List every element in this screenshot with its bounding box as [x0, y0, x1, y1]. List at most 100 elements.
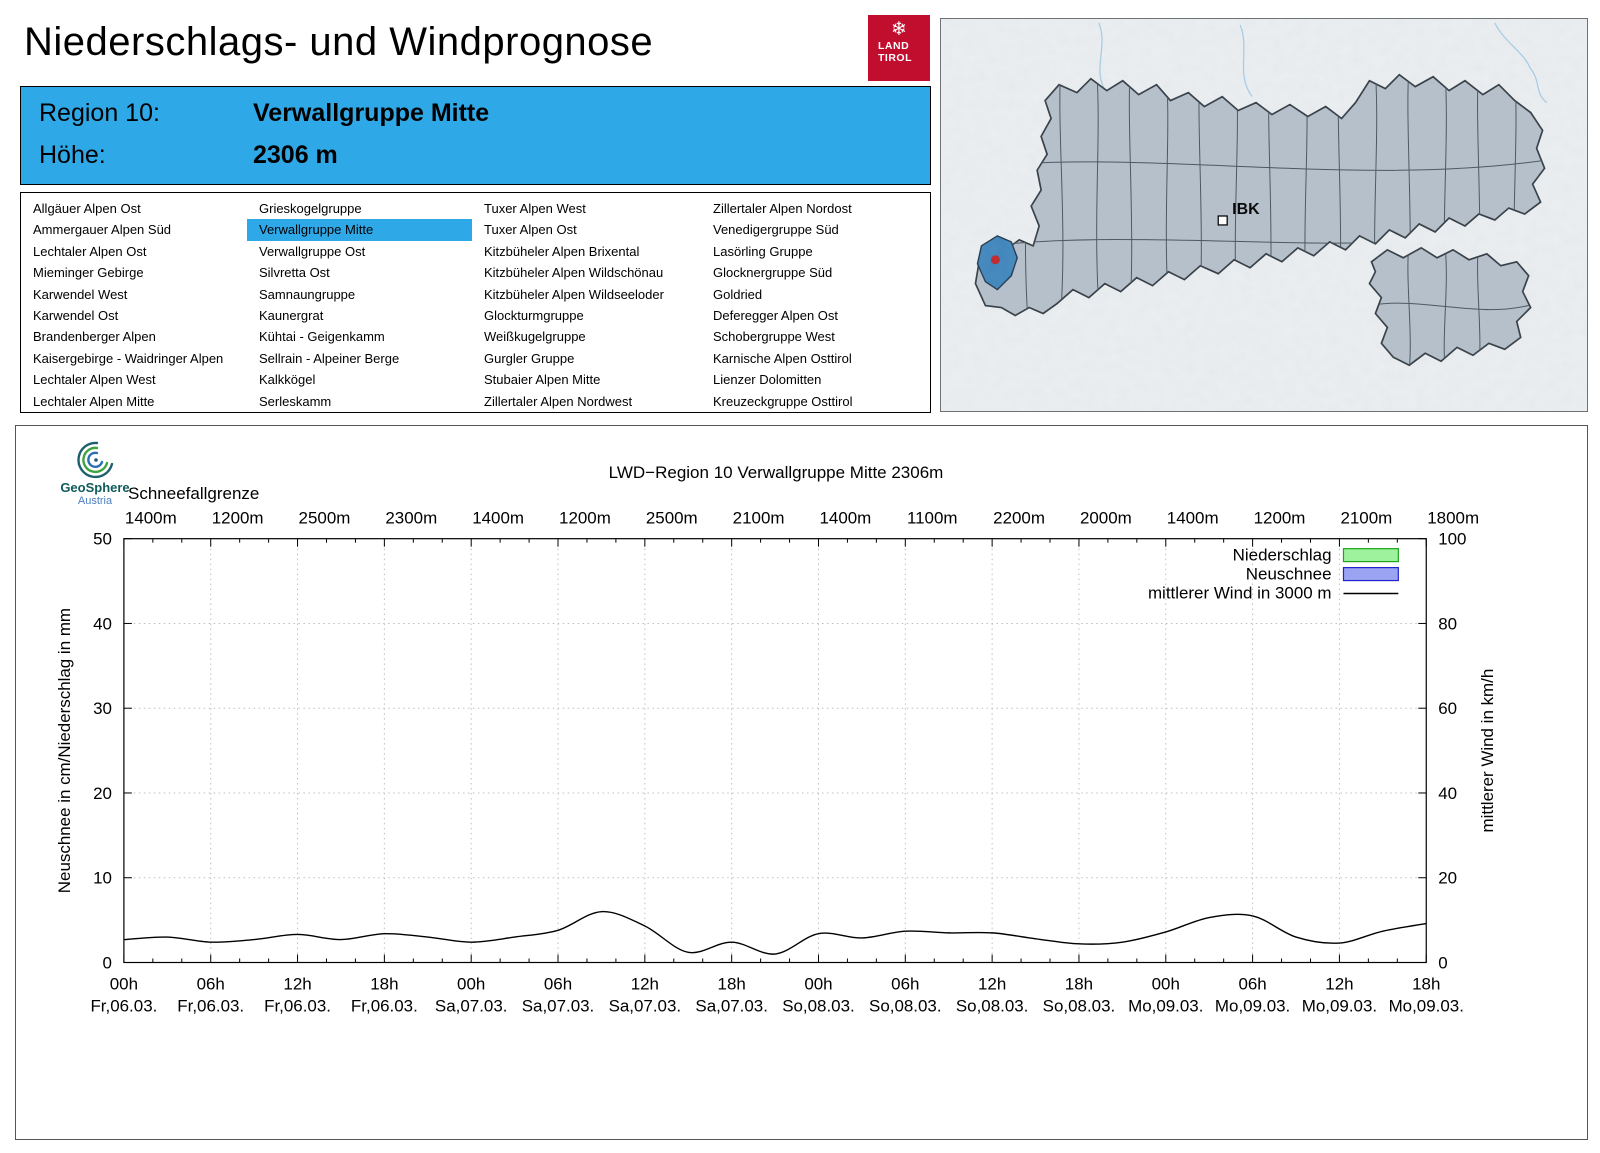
svg-text:20: 20: [93, 784, 112, 803]
region-list-item[interactable]: Gurgler Gruppe: [484, 350, 575, 366]
map-relief-texture: [941, 19, 1587, 411]
svg-text:2500m: 2500m: [646, 509, 698, 528]
region-list-item[interactable]: Glocknergruppe Süd: [713, 265, 833, 281]
region-list-column: Zillertaler Alpen Nordost Venedigergruppe…: [701, 198, 930, 412]
region-list-item[interactable]: Karwendel West: [33, 286, 128, 302]
region-info-panel: Region 10: Verwallgruppe Mitte Höhe: 230…: [20, 86, 931, 185]
region-list-item-selected[interactable]: Verwallgruppe Mitte: [247, 219, 472, 241]
page-title: Niederschlags- und Windprognose: [24, 20, 654, 64]
chart-title: LWD−Region 10 Verwallgruppe Mitte 2306m: [608, 463, 944, 482]
svg-text:So,08.03.: So,08.03.: [1043, 996, 1116, 1015]
region-list-item[interactable]: Ammergauer Alpen Süd: [33, 222, 172, 238]
svg-text:2200m: 2200m: [993, 509, 1045, 528]
region-list-item[interactable]: Glockturmgruppe: [484, 307, 584, 323]
svg-text:10: 10: [93, 869, 112, 888]
svg-text:06h: 06h: [197, 974, 225, 993]
svg-text:00h: 00h: [804, 974, 832, 993]
svg-text:1100m: 1100m: [907, 509, 958, 528]
svg-text:Niederschlag: Niederschlag: [1233, 546, 1332, 565]
svg-text:40: 40: [1438, 784, 1457, 803]
svg-text:Mo,09.03.: Mo,09.03.: [1128, 996, 1203, 1015]
svg-text:mittlerer Wind in 3000 m: mittlerer Wind in 3000 m: [1148, 584, 1332, 603]
geosphere-sub: Austria: [77, 495, 113, 507]
svg-text:12h: 12h: [631, 974, 659, 993]
region-name-value: Verwallgruppe Mitte: [253, 99, 490, 127]
region-list-item[interactable]: Lienzer Dolomitten: [713, 372, 822, 388]
region-list-item[interactable]: Grieskogelgruppe: [259, 201, 362, 216]
svg-text:18h: 18h: [1065, 974, 1093, 993]
land-tirol-logo-line1: LAND: [878, 40, 910, 52]
tirol-map-svg[interactable]: IBK: [941, 19, 1587, 411]
svg-text:So,08.03.: So,08.03.: [869, 996, 942, 1015]
svg-text:12h: 12h: [978, 974, 1006, 993]
svg-text:Neuschnee: Neuschnee: [1246, 565, 1332, 584]
svg-text:00h: 00h: [110, 974, 138, 993]
region-list-item[interactable]: Weißkugelgruppe: [484, 329, 586, 345]
svg-text:1200m: 1200m: [559, 509, 611, 528]
region-list-item[interactable]: Zillertaler Alpen Nordwest: [484, 393, 633, 409]
svg-text:Mo,09.03.: Mo,09.03.: [1215, 996, 1290, 1015]
y-axis-left-title: Neuschnee in cm/Niederschlag in mm: [55, 608, 74, 893]
region-list-item[interactable]: Kitzbüheler Alpen Wildschönau: [484, 265, 664, 281]
svg-text:06h: 06h: [1238, 974, 1266, 993]
region-list-item[interactable]: Sellrain - Alpeiner Berge: [259, 350, 400, 366]
region-list-item[interactable]: Verwallgruppe Ost: [259, 243, 366, 259]
region-list-item[interactable]: Tuxer Alpen Ost: [484, 222, 577, 238]
svg-text:Mo,09.03.: Mo,09.03.: [1389, 996, 1464, 1015]
region-list-item[interactable]: Schobergruppe West: [713, 329, 835, 345]
region-list-item[interactable]: Kalkkögel: [259, 372, 316, 388]
svg-text:1200m: 1200m: [212, 509, 264, 528]
svg-text:12h: 12h: [1325, 974, 1353, 993]
region-list-column: Grieskogelgruppe Verwallgruppe Mitte Verwa…: [247, 198, 472, 412]
svg-text:Sa,07.03.: Sa,07.03.: [522, 996, 595, 1015]
svg-text:So,08.03.: So,08.03.: [782, 996, 855, 1015]
plot-border: [123, 538, 1427, 964]
region-list-item[interactable]: Tuxer Alpen West: [484, 201, 586, 216]
region-list-item[interactable]: Venedigergruppe Süd: [713, 222, 839, 238]
region-list-item[interactable]: Kaunergrat: [259, 307, 324, 323]
region-list-item[interactable]: Karnische Alpen Osttirol: [713, 350, 852, 366]
svg-text:00h: 00h: [1152, 974, 1180, 993]
region-list-item[interactable]: Lasörling Gruppe: [713, 243, 813, 259]
region-list-item[interactable]: Karwendel Ost: [33, 307, 119, 323]
svg-text:00h: 00h: [457, 974, 485, 993]
altitude-value: 2306 m: [253, 141, 338, 169]
forecast-chart-panel: GeoSphere Austria LWD−Region 10 Verwallg…: [15, 425, 1588, 1140]
region-list-item[interactable]: Goldried: [713, 286, 763, 302]
svg-text:So,08.03.: So,08.03.: [956, 996, 1029, 1015]
region-list-item[interactable]: Zillertaler Alpen Nordost: [713, 201, 852, 216]
svg-text:1400m: 1400m: [1167, 509, 1219, 528]
svg-text:Fr,06.03.: Fr,06.03.: [351, 996, 418, 1015]
snowline-label: Schneefallgrenze: [128, 484, 260, 503]
region-list-item[interactable]: Kitzbüheler Alpen Brixental: [484, 243, 640, 259]
snowline-values: 1400m 1200m 2500m 2300m 1400m 1200m 2500m 2100m…: [125, 509, 1479, 528]
y-axis-right-title: mittlerer Wind in km/h: [1478, 669, 1497, 833]
region-list-item[interactable]: Kühtai - Geigenkamm: [259, 329, 385, 345]
region-list-item[interactable]: Kaisergebirge - Waidringer Alpen: [33, 350, 224, 366]
geosphere-logo: GeoSphere Austria: [48, 440, 142, 507]
region-list-item[interactable]: Mieminger Gebirge: [33, 265, 144, 281]
region-list-item[interactable]: Lechtaler Alpen West: [33, 372, 156, 388]
svg-text:Sa,07.03.: Sa,07.03.: [435, 996, 508, 1015]
svg-text:2500m: 2500m: [299, 509, 351, 528]
svg-text:06h: 06h: [891, 974, 919, 993]
region-list-item[interactable]: Serleskamm: [259, 393, 332, 409]
region-list-item[interactable]: Lechtaler Alpen Ost: [33, 243, 147, 259]
region-list-item[interactable]: Kitzbüheler Alpen Wildseeloder: [484, 286, 664, 302]
region-list-item[interactable]: Silvretta Ost: [259, 265, 330, 281]
svg-text:0: 0: [1438, 953, 1447, 972]
region-list-item[interactable]: Brandenberger Alpen: [33, 329, 156, 345]
tirol-map[interactable]: IBK: [940, 18, 1588, 412]
svg-text:Sa,07.03.: Sa,07.03.: [695, 996, 768, 1015]
svg-text:100: 100: [1438, 530, 1466, 549]
svg-text:2000m: 2000m: [1080, 509, 1132, 528]
region-list-item[interactable]: Allgäuer Alpen Ost: [33, 201, 141, 216]
region-list-item[interactable]: Kreuzeckgruppe Osttirol: [713, 393, 853, 409]
svg-text:80: 80: [1438, 614, 1457, 633]
region-list-item[interactable]: Lechtaler Alpen Mitte: [33, 393, 155, 409]
region-list-item[interactable]: Stubaier Alpen Mitte: [484, 372, 601, 388]
region-list-item[interactable]: Samnaungruppe: [259, 286, 356, 302]
svg-text:1400m: 1400m: [820, 509, 872, 528]
region-list-item[interactable]: Deferegger Alpen Ost: [713, 307, 839, 323]
